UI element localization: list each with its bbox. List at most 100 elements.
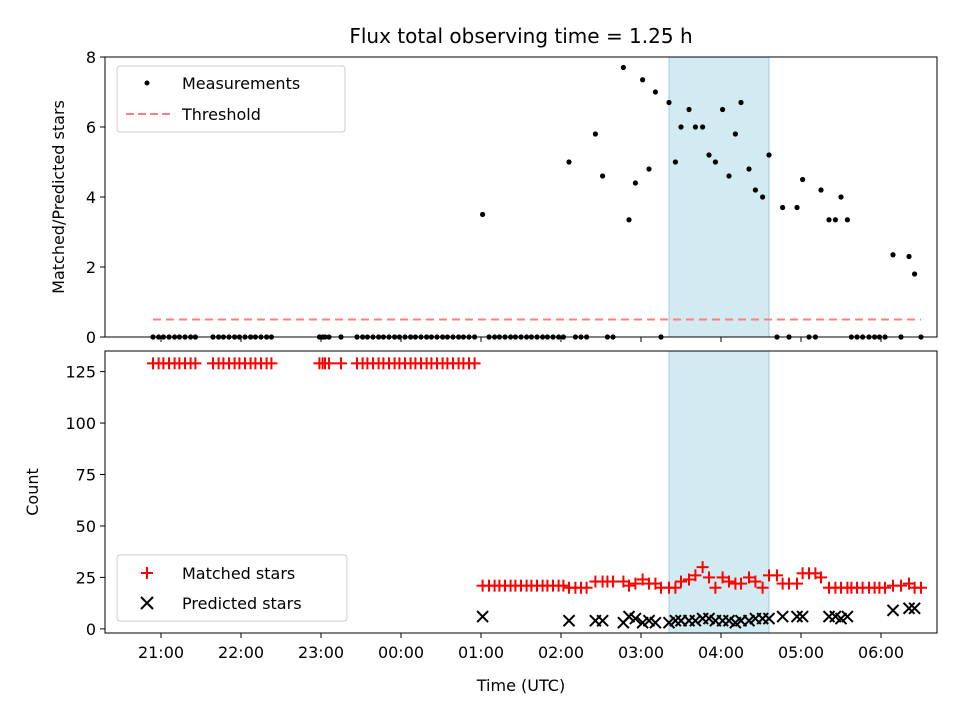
top-legend-box	[116, 65, 346, 133]
measurements-legend-label: Measurements	[182, 74, 300, 93]
matched-star-point	[323, 357, 335, 370]
measurement-point	[712, 159, 719, 165]
measurement-point	[732, 131, 739, 137]
measurement-point	[826, 217, 832, 223]
matched-legend-label: Matched stars	[182, 564, 295, 583]
matched-star-point	[703, 571, 715, 584]
measurement-point	[626, 217, 632, 223]
measurement-point	[780, 204, 786, 211]
matched-star-point	[696, 561, 709, 574]
top-legend: Measurements Threshold	[116, 65, 346, 133]
matched-star-point	[895, 579, 907, 592]
matched-star-point	[723, 575, 735, 588]
matched-star-point	[580, 581, 593, 594]
measurement-point	[620, 64, 627, 71]
measurement-point	[600, 173, 606, 179]
predicted-star-point	[886, 604, 900, 617]
predicted-star-point	[776, 610, 789, 623]
x-tick-label: 02:00	[538, 643, 584, 662]
matched-star-point	[607, 575, 619, 588]
measurement-point	[766, 152, 772, 158]
bottom-panel: 0 25 50 75 100 125 21:00 22:00 23:00 00:00 01:00 02…	[23, 350, 938, 695]
bottom-xlabel: Time (UTC)	[476, 676, 565, 695]
y-tick-label: 25	[76, 568, 96, 587]
measurements-legend-marker	[144, 80, 150, 86]
bottom-ylabel: Count	[23, 468, 42, 516]
top-panel: 0 2 4 6 8 Matched/Predicted stars Measuremen…	[49, 48, 938, 347]
y-tick-label: 0	[86, 328, 96, 347]
measurement-point	[640, 77, 646, 83]
x-tick-label: 03:00	[618, 643, 664, 662]
matched-star-point	[756, 581, 769, 594]
measurement-point	[686, 106, 692, 113]
y-tick-label: 50	[76, 517, 96, 536]
measurement-point	[818, 187, 824, 193]
y-tick-label: 2	[86, 258, 96, 277]
predicted-star-point	[562, 614, 576, 627]
x-tick-label: 00:00	[378, 643, 424, 662]
matched-star-point	[636, 573, 649, 586]
x-tick-label: 05:00	[778, 643, 824, 662]
predicted-star-point	[669, 614, 682, 627]
matched-star-point	[683, 573, 695, 586]
predicted-legend-marker	[140, 596, 154, 610]
predicted-star-point	[762, 612, 776, 625]
matched-star-point	[879, 581, 891, 594]
x-tick-label: 21:00	[138, 643, 184, 662]
measurement-point	[480, 211, 486, 218]
matched-star-point	[743, 571, 755, 584]
matched-star-point	[629, 577, 642, 590]
measurement-point	[646, 166, 652, 172]
bottom-legend: Matched stars Predicted stars	[116, 554, 348, 622]
matched-star-point	[335, 357, 347, 370]
measurement-point	[800, 176, 806, 183]
predicted-star-point	[841, 610, 854, 623]
measurement-point	[832, 217, 839, 223]
measurement-point	[752, 187, 759, 193]
measurement-point	[652, 89, 659, 95]
matched-star-point	[468, 357, 481, 370]
y-tick-label: 100	[65, 414, 96, 433]
measurement-point	[794, 204, 800, 211]
measurement-point	[844, 217, 851, 223]
predicted-star-point	[902, 602, 916, 615]
matched-star-point	[675, 575, 687, 588]
measurement-point	[912, 271, 918, 277]
measurement-point	[632, 180, 639, 186]
matched-star-point	[749, 575, 762, 588]
measurement-point	[726, 173, 732, 179]
chart-title: Flux total observing time = 1.25 h	[349, 24, 692, 48]
predicted-legend-label: Predicted stars	[182, 594, 302, 613]
predicted-star-point	[796, 610, 809, 623]
measurement-point	[760, 194, 766, 200]
measurement-point	[746, 166, 752, 172]
y-tick-label: 75	[76, 466, 96, 485]
measurement-point	[706, 152, 712, 158]
predicted-star-point	[629, 612, 642, 625]
matched-star-point	[771, 569, 783, 582]
measurement-point	[700, 124, 706, 130]
measurement-point	[592, 131, 599, 137]
predicted-star-point	[596, 614, 609, 627]
matched-star-point	[265, 357, 278, 370]
measurement-point	[666, 99, 672, 106]
measurement-point	[738, 99, 744, 106]
predicted-star-point	[908, 602, 921, 615]
x-tick-label: 01:00	[458, 643, 504, 662]
x-tick-label: 23:00	[298, 643, 344, 662]
measurement-point	[672, 159, 679, 165]
bottom-legend-box	[116, 554, 348, 622]
matched-star-point	[815, 571, 827, 584]
bottom-highlight-span	[668, 350, 770, 634]
x-tick-label: 22:00	[218, 643, 264, 662]
matched-star-point	[716, 571, 729, 584]
measurement-point	[692, 124, 699, 130]
top-highlight-span	[668, 56, 770, 338]
matched-star-point	[669, 581, 682, 594]
matched-star-point	[735, 577, 747, 590]
predicted-star-point	[790, 610, 804, 623]
predicted-star-point	[476, 610, 489, 623]
matched-star-point	[709, 581, 722, 594]
x-tick-label: 06:00	[858, 643, 904, 662]
